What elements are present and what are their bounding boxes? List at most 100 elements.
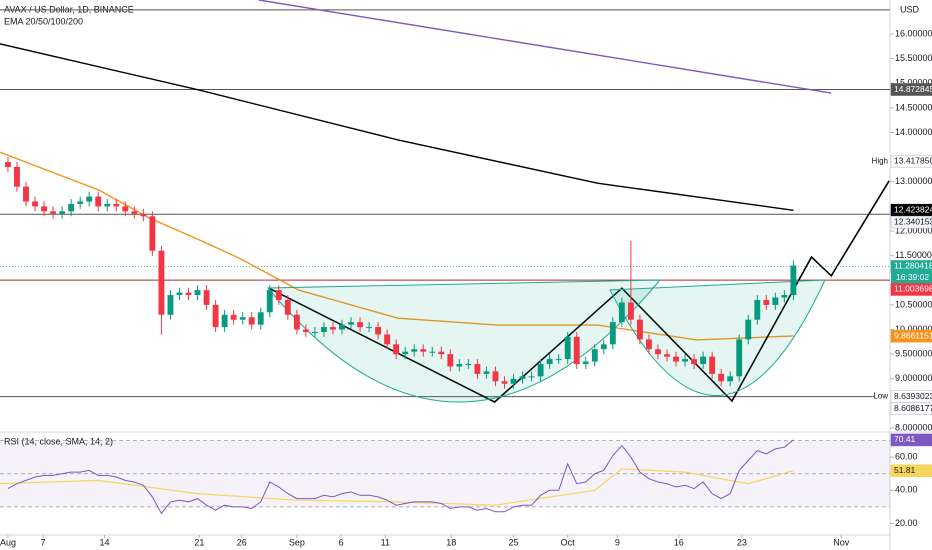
candle-body <box>248 317 255 325</box>
candle-body <box>167 295 174 315</box>
candle-body <box>348 322 354 325</box>
rsi-line <box>7 439 794 515</box>
candle-body <box>618 302 625 323</box>
price-badge-bg <box>890 154 932 168</box>
price-tag: Low <box>873 392 888 401</box>
price-badge: 8.6086177 <box>894 403 932 413</box>
candle-body <box>185 292 192 296</box>
candle-body <box>230 314 237 320</box>
candle-body <box>736 339 743 377</box>
candle-body <box>754 299 761 320</box>
y-tick-label: 9.5000000 <box>895 349 932 359</box>
candle-body <box>655 349 661 355</box>
overlay-line <box>258 0 832 94</box>
rsi-sma-badge: 51.81 <box>894 465 916 475</box>
candle-body <box>284 299 291 315</box>
candle-body <box>664 354 670 357</box>
candle-body <box>537 364 544 377</box>
currency-label: USD <box>900 4 920 14</box>
x-tick-label: 25 <box>509 537 519 547</box>
candle-body <box>239 317 246 320</box>
price-tag: High <box>872 156 888 165</box>
x-tick-label: 21 <box>194 537 204 547</box>
candle-body <box>673 356 679 362</box>
candle-body <box>77 201 84 204</box>
countdown-bg <box>891 272 932 284</box>
candle-body <box>212 304 219 328</box>
x-tick-label: 26 <box>237 537 247 547</box>
candle-body <box>465 364 472 366</box>
x-tick-label: 23 <box>737 537 747 547</box>
candle-body <box>474 364 481 374</box>
candle-body <box>682 359 688 362</box>
candle-body <box>772 297 779 305</box>
y-tick-label: 15.5000000 <box>895 53 932 63</box>
candle-body <box>59 211 66 214</box>
price-badge-bg <box>890 283 932 296</box>
price-badge-bg <box>890 329 932 343</box>
candle-body <box>564 336 571 360</box>
x-tick-label: Sep <box>289 537 305 547</box>
candle-body <box>700 356 707 365</box>
price-badge: 14.8728456 <box>894 84 932 94</box>
candle-body <box>68 203 75 212</box>
candle-body <box>438 351 445 355</box>
candle-body <box>158 250 165 315</box>
x-tick-label: 18 <box>446 537 456 547</box>
rsi-sma-line <box>0 468 794 506</box>
price-badge-bg <box>890 402 932 415</box>
x-tick-label: Nov <box>833 537 850 547</box>
candle-body <box>104 203 111 207</box>
candle-body <box>636 319 643 340</box>
candle-body <box>573 336 580 365</box>
candle-body <box>113 203 120 207</box>
candle-body <box>330 327 336 330</box>
candle-body <box>402 351 409 355</box>
price-badge-bg <box>890 215 932 229</box>
candle-body <box>600 344 607 350</box>
candle-body <box>510 378 517 384</box>
candle-body <box>320 327 327 333</box>
candle-body <box>149 216 156 251</box>
overlay-line <box>0 43 794 211</box>
x-tick-label: Aug <box>0 537 16 547</box>
price-badge: 11.2804185 <box>894 261 932 271</box>
price-badge: 9.8661151 <box>894 330 932 340</box>
candle-body <box>122 206 129 212</box>
candle-body <box>194 290 201 296</box>
candle-body <box>627 302 634 320</box>
tag-bg <box>874 390 890 403</box>
y-tick-label: 12.0000000 <box>895 225 932 235</box>
x-tick-label: 9 <box>615 537 620 547</box>
rsi-value-badge-bg <box>890 433 932 447</box>
candle-body <box>591 349 598 362</box>
y-tick-label: 13.0000000 <box>895 176 932 186</box>
candle-body <box>429 351 436 353</box>
price-badge: 11.0036983 <box>894 284 932 294</box>
price-badge: 12.4238244 <box>894 204 932 214</box>
candle-body <box>275 290 282 300</box>
candle-body <box>790 265 797 296</box>
indicator-label: EMA 20/50/100/200 <box>4 16 83 26</box>
candle-body <box>302 329 309 333</box>
candle-body <box>266 290 273 313</box>
rsi-tick-label: 20.00 <box>895 518 918 528</box>
candle-body <box>176 292 183 296</box>
candle-body <box>447 354 454 367</box>
price-badge-bg <box>890 83 932 96</box>
candle-body <box>357 322 363 328</box>
rsi-sma-badge-bg <box>890 464 932 477</box>
candle-body <box>95 196 102 207</box>
rsi-value-badge: 70.41 <box>894 434 916 444</box>
y-tick-label: 8.0000000 <box>895 422 932 432</box>
candle-body <box>221 314 228 328</box>
candle-body <box>86 196 93 202</box>
candle-body <box>456 364 463 367</box>
y-tick-label: 11.5000000 <box>895 250 932 260</box>
y-tick-label: 10.5000000 <box>895 299 932 309</box>
candle-body <box>366 327 373 329</box>
candle-body <box>50 211 57 214</box>
handle-shape <box>609 279 826 396</box>
